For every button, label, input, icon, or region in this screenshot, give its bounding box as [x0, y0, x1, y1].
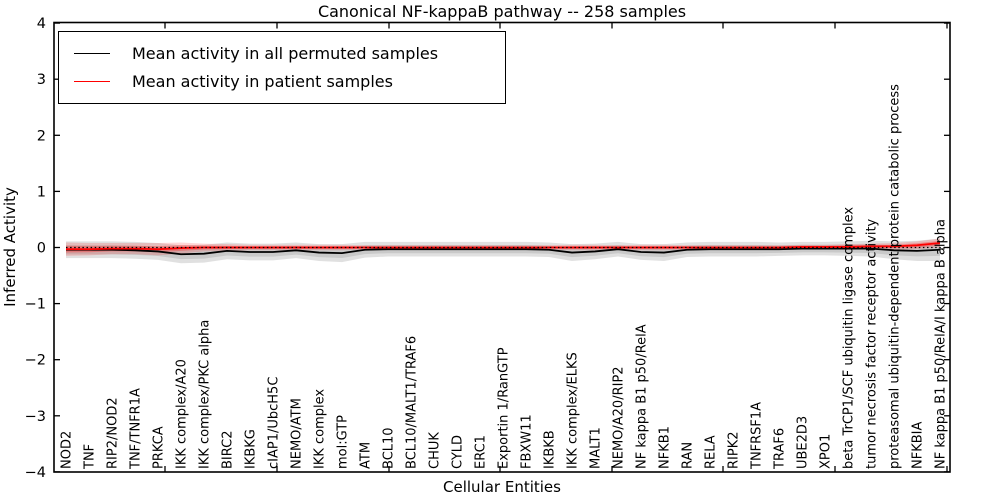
permuted-confidence-band — [66, 238, 940, 264]
y-tick-label: −2 — [25, 353, 46, 369]
x-category-label: FBXW11 — [520, 414, 535, 469]
x-category-label: PRKCA — [152, 426, 167, 469]
legend: Mean activity in all permuted samples Me… — [58, 31, 506, 104]
legend-label-permuted: Mean activity in all permuted samples — [132, 43, 439, 63]
y-axis-label: Inferred Activity — [1, 187, 19, 307]
x-category-label: BCL10 — [382, 427, 397, 469]
patient-line-sample — [74, 80, 110, 82]
y-tick-label: −4 — [25, 465, 46, 481]
x-category-label: NEMO/ATM — [290, 398, 305, 469]
x-category-label: CYLD — [451, 435, 466, 469]
x-category-label: TNF/TNFR1A — [129, 388, 144, 470]
y-tick-label: 1 — [37, 184, 46, 200]
x-category-label: beta TrCP1/SCF ubiquitin ligase complex — [842, 207, 857, 469]
y-tick-label: −3 — [25, 409, 46, 425]
x-category-label: UBE2D3 — [796, 416, 811, 469]
x-category-label: NOD2 — [60, 431, 75, 469]
x-category-label: Exportin 1/RanGTP — [497, 347, 512, 469]
x-category-label: IKK complex — [313, 389, 328, 469]
x-category-label: TNFRSF1A — [750, 402, 765, 470]
permuted-mean-line — [66, 247, 941, 256]
y-tick-label: 0 — [37, 241, 46, 257]
x-category-label: TRAF6 — [773, 428, 788, 470]
x-category-label: NEMO/A20/RIP2 — [612, 366, 627, 469]
x-category-label: MALT1 — [589, 427, 604, 469]
x-category-label: IKK complex/A20 — [175, 359, 190, 469]
x-category-label: IKBKG — [244, 429, 259, 469]
x-category-label: IKK complex/PKC alpha — [198, 320, 213, 469]
x-category-label: IKK complex/ELKS — [566, 352, 581, 469]
x-category-label: tumor necrosis factor receptor activity — [865, 218, 880, 469]
x-category-label: ATM — [359, 442, 374, 469]
x-category-label: RIPK2 — [727, 431, 742, 469]
patient-mean-line — [66, 242, 941, 251]
x-category-label: BCL10/MALT1/TRAF6 — [405, 336, 420, 469]
x-category-label: NF kappa B1 p50/RelA/I kappa B alpha — [934, 219, 949, 469]
x-category-label: RIP2/NOD2 — [106, 397, 121, 469]
legend-label-patient: Mean activity in patient samples — [132, 71, 393, 91]
y-tick-label: 4 — [37, 16, 46, 32]
x-axis-label: Cellular Entities — [443, 478, 561, 496]
x-category-label: mol:GTP — [336, 415, 351, 469]
x-category-label: TNF — [83, 444, 98, 470]
x-category-label: BIRC2 — [221, 431, 236, 470]
x-category-label: cIAP1/UbcH5C — [267, 377, 282, 469]
y-tick-label: 2 — [37, 128, 46, 144]
chart-title: Canonical NF-kappaB pathway -- 258 sampl… — [317, 2, 687, 21]
x-category-label: NFKBIA — [911, 422, 926, 469]
y-tick-label: −1 — [25, 297, 46, 313]
x-category-label: RAN — [681, 442, 696, 469]
x-category-label: IKBKB — [543, 430, 558, 469]
x-category-label: RELA — [704, 435, 719, 469]
legend-item-permuted: Mean activity in all permuted samples — [59, 39, 505, 67]
x-category-label: NF kappa B1 p50/RelA — [635, 324, 650, 469]
x-category-label: NFKB1 — [658, 426, 673, 469]
x-category-label: XPO1 — [819, 434, 834, 469]
x-category-label: proteasomal ubiquitin-dependent protein … — [888, 84, 903, 469]
x-category-label: ERC1 — [474, 435, 489, 469]
legend-item-patient: Mean activity in patient samples — [59, 67, 505, 95]
x-category-label: CHUK — [428, 432, 443, 469]
y-tick-label: 3 — [37, 72, 46, 88]
permuted-line-sample — [74, 52, 110, 54]
